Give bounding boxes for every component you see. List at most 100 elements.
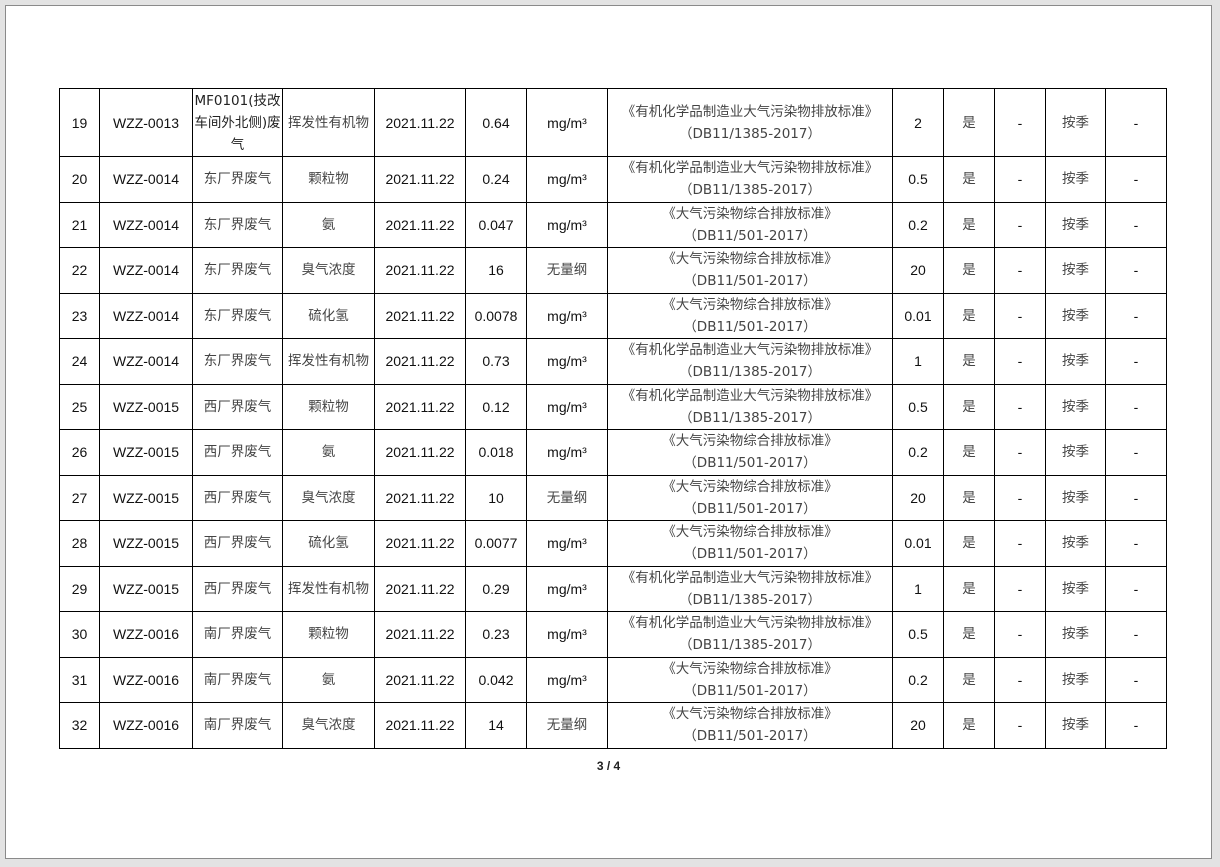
row-number-cell: 32 — [59, 702, 100, 749]
table-row: 25 WZZ-0015 西厂界废气 颗粒物 2021.11.22 0.12 mg/m³ 《有机… — [59, 383, 1167, 430]
monitoring-point-cell: 西厂界废气 — [192, 383, 283, 430]
unit-cell: mg/m³ — [526, 429, 608, 476]
measured-value-cell: 0.24 — [465, 156, 527, 203]
frequency-cell: 按季 — [1045, 247, 1106, 294]
unit-text: mg/m³ — [547, 444, 587, 461]
frequency-cell: 按季 — [1045, 338, 1106, 385]
row-number-cell: 20 — [59, 156, 100, 203]
remark-cell: - — [1105, 702, 1167, 749]
table-row: 21 WZZ-0014 东厂界废气氨 2021.11.22 0.047 mg/m³ 《大气污… — [59, 201, 1167, 248]
pollutant-cell: 颗粒物 — [282, 383, 375, 430]
unit-cell: mg/m³ — [526, 565, 608, 612]
compliant-cell: 是 — [943, 201, 995, 248]
compliant-cell: 是 — [943, 520, 995, 567]
standard-name: 《大气污染物综合排放标准》 — [662, 296, 838, 313]
standard-code: （DB11/1385-2017） — [679, 125, 821, 142]
unit-text: mg/m³ — [547, 171, 587, 188]
sample-date-cell: 2021.11.22 — [374, 201, 466, 248]
remark-cell: - — [1105, 565, 1167, 612]
standard-code: （DB11/501-2017） — [683, 227, 817, 244]
table-row: 28 WZZ-0015 西厂界废气 硫化氢 2021.11.22 0.0077 mg/m³ 《… — [59, 520, 1167, 567]
point-code-cell: WZZ-0015 — [99, 520, 193, 567]
unit-cell: mg/m³ — [526, 520, 608, 567]
measured-value-cell: 0.12 — [465, 383, 527, 430]
sample-date-cell: 2021.11.22 — [374, 338, 466, 385]
limit-value-cell: 0.01 — [892, 292, 944, 339]
unit-cell: 无量纲 — [526, 702, 608, 749]
compliant-cell: 是 — [943, 338, 995, 385]
exceed-multiple-cell: - — [994, 520, 1046, 567]
compliant-cell: 是 — [943, 429, 995, 476]
standard-name: 《有机化学品制造业大气污染物排放标准》 — [621, 569, 879, 586]
monitoring-point-cell: 西厂界废气 — [192, 429, 283, 476]
row-number-cell: 22 — [59, 247, 100, 294]
unit-cell: mg/m³ — [526, 611, 608, 658]
monitoring-table: 19 WZZ-0013 MF0101(技改车间外北侧)废气 挥发性有机物 2021.11… — [59, 88, 1167, 749]
point-code-cell: WZZ-0015 — [99, 383, 193, 430]
pollutant-cell: 臭气浓度 — [282, 474, 375, 521]
remark-cell: - — [1105, 383, 1167, 430]
standard-code: （DB11/1385-2017） — [679, 364, 821, 381]
standard-name: 《大气污染物综合排放标准》 — [662, 205, 838, 222]
standard-cell: 《大气污染物综合排放标准》 （DB11/501-2017） — [607, 247, 893, 294]
limit-value-cell: 0.2 — [892, 656, 944, 703]
unit-cell: mg/m³ — [526, 88, 608, 157]
pollutant-cell: 颗粒物 — [282, 156, 375, 203]
unit-text: mg/m³ — [547, 398, 587, 415]
exceed-multiple-cell: - — [994, 565, 1046, 612]
row-number-cell: 30 — [59, 611, 100, 658]
compliant-cell: 是 — [943, 656, 995, 703]
standard-name: 《有机化学品制造业大气污染物排放标准》 — [621, 342, 879, 359]
measured-value-cell: 0.047 — [465, 201, 527, 248]
measured-value-cell: 0.73 — [465, 338, 527, 385]
table-row: 23 WZZ-0014 东厂界废气 硫化氢 2021.11.22 0.0078 mg/m³ 《… — [59, 292, 1167, 339]
pollutant-cell: 挥发性有机物 — [282, 565, 375, 612]
remark-cell: - — [1105, 292, 1167, 339]
unit-cell: mg/m³ — [526, 292, 608, 339]
measured-value-cell: 0.018 — [465, 429, 527, 476]
limit-value-cell: 0.01 — [892, 520, 944, 567]
exceed-multiple-cell: - — [994, 156, 1046, 203]
limit-value-cell: 20 — [892, 247, 944, 294]
compliant-cell: 是 — [943, 611, 995, 658]
standard-cell: 《有机化学品制造业大气污染物排放标准》 （DB11/1385-2017） — [607, 338, 893, 385]
measured-value-cell: 0.29 — [465, 565, 527, 612]
row-number-cell: 23 — [59, 292, 100, 339]
frequency-cell: 按季 — [1045, 656, 1106, 703]
unit-text: mg/m³ — [547, 307, 587, 324]
standard-code: （DB11/1385-2017） — [679, 182, 821, 199]
standard-cell: 《有机化学品制造业大气污染物排放标准》 （DB11/1385-2017） — [607, 88, 893, 157]
document-page: 19 WZZ-0013 MF0101(技改车间外北侧)废气 挥发性有机物 2021.11… — [5, 5, 1212, 859]
standard-code: （DB11/1385-2017） — [679, 637, 821, 654]
point-code-cell: WZZ-0015 — [99, 565, 193, 612]
unit-cell: 无量纲 — [526, 247, 608, 294]
standard-name: 《有机化学品制造业大气污染物排放标准》 — [621, 103, 879, 120]
sample-date-cell: 2021.11.22 — [374, 383, 466, 430]
remark-cell: - — [1105, 656, 1167, 703]
frequency-cell: 按季 — [1045, 383, 1106, 430]
monitoring-point-cell: 东厂界废气 — [192, 292, 283, 339]
pollutant-cell: 颗粒物 — [282, 611, 375, 658]
limit-value-cell: 1 — [892, 565, 944, 612]
standard-code: （DB11/501-2017） — [683, 728, 817, 745]
remark-cell: - — [1105, 611, 1167, 658]
compliant-cell: 是 — [943, 292, 995, 339]
unit-cell: 无量纲 — [526, 474, 608, 521]
row-number-cell: 25 — [59, 383, 100, 430]
sample-date-cell: 2021.11.22 — [374, 611, 466, 658]
exceed-multiple-cell: - — [994, 88, 1046, 157]
remark-cell: - — [1105, 520, 1167, 567]
pollutant-cell: 硫化氢 — [282, 520, 375, 567]
sample-date-cell: 2021.11.22 — [374, 656, 466, 703]
pollutant-cell: 氨 — [282, 656, 375, 703]
table-row: 19 WZZ-0013 MF0101(技改车间外北侧)废气 挥发性有机物 2021.11… — [59, 88, 1167, 157]
point-code-cell: WZZ-0014 — [99, 201, 193, 248]
sample-date-cell: 2021.11.22 — [374, 156, 466, 203]
compliant-cell: 是 — [943, 702, 995, 749]
limit-value-cell: 0.2 — [892, 201, 944, 248]
row-number-cell: 26 — [59, 429, 100, 476]
unit-cell: mg/m³ — [526, 383, 608, 430]
standard-name: 《有机化学品制造业大气污染物排放标准》 — [621, 160, 879, 177]
row-number-cell: 24 — [59, 338, 100, 385]
exceed-multiple-cell: - — [994, 656, 1046, 703]
